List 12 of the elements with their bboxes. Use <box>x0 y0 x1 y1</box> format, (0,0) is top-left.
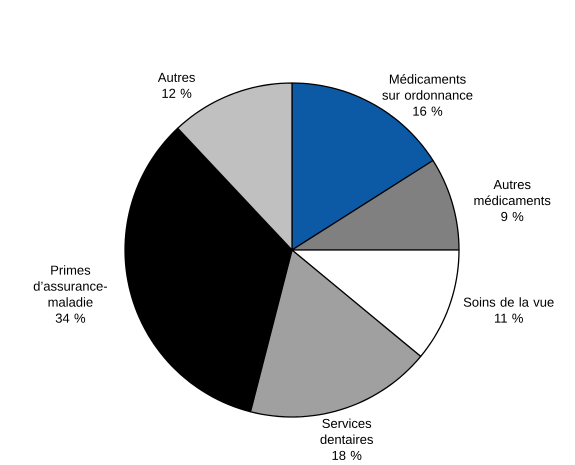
slice-label: Services dentaires <box>320 418 373 444</box>
data-label: 12 % <box>162 88 192 98</box>
slice-label: Soins de la vue <box>464 297 554 307</box>
slice-label: Médicaments sur ordonnance <box>382 74 472 100</box>
data-label: 11 % <box>494 314 523 323</box>
slice-label: Autres médicaments <box>474 180 550 206</box>
data-label: 16 % <box>413 106 442 116</box>
slice-label: Autres <box>158 72 195 82</box>
data-label: 9 % <box>501 212 524 222</box>
data-label: 18 % <box>332 450 362 460</box>
slice-label: Primes d’assurance-maladie <box>34 265 108 307</box>
data-label: 34 % <box>56 314 86 323</box>
